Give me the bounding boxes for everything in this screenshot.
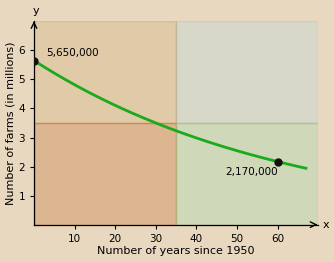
Y-axis label: Number of farms (in millions): Number of farms (in millions): [6, 41, 16, 205]
Bar: [34, 21, 176, 123]
Text: y: y: [33, 6, 39, 15]
Text: 2,170,000: 2,170,000: [225, 167, 278, 177]
Text: 5,650,000: 5,650,000: [46, 48, 99, 58]
Text: x: x: [322, 220, 329, 230]
Bar: [34, 123, 176, 225]
Bar: [176, 123, 318, 225]
X-axis label: Number of years since 1950: Number of years since 1950: [97, 247, 255, 256]
Bar: [176, 21, 318, 123]
